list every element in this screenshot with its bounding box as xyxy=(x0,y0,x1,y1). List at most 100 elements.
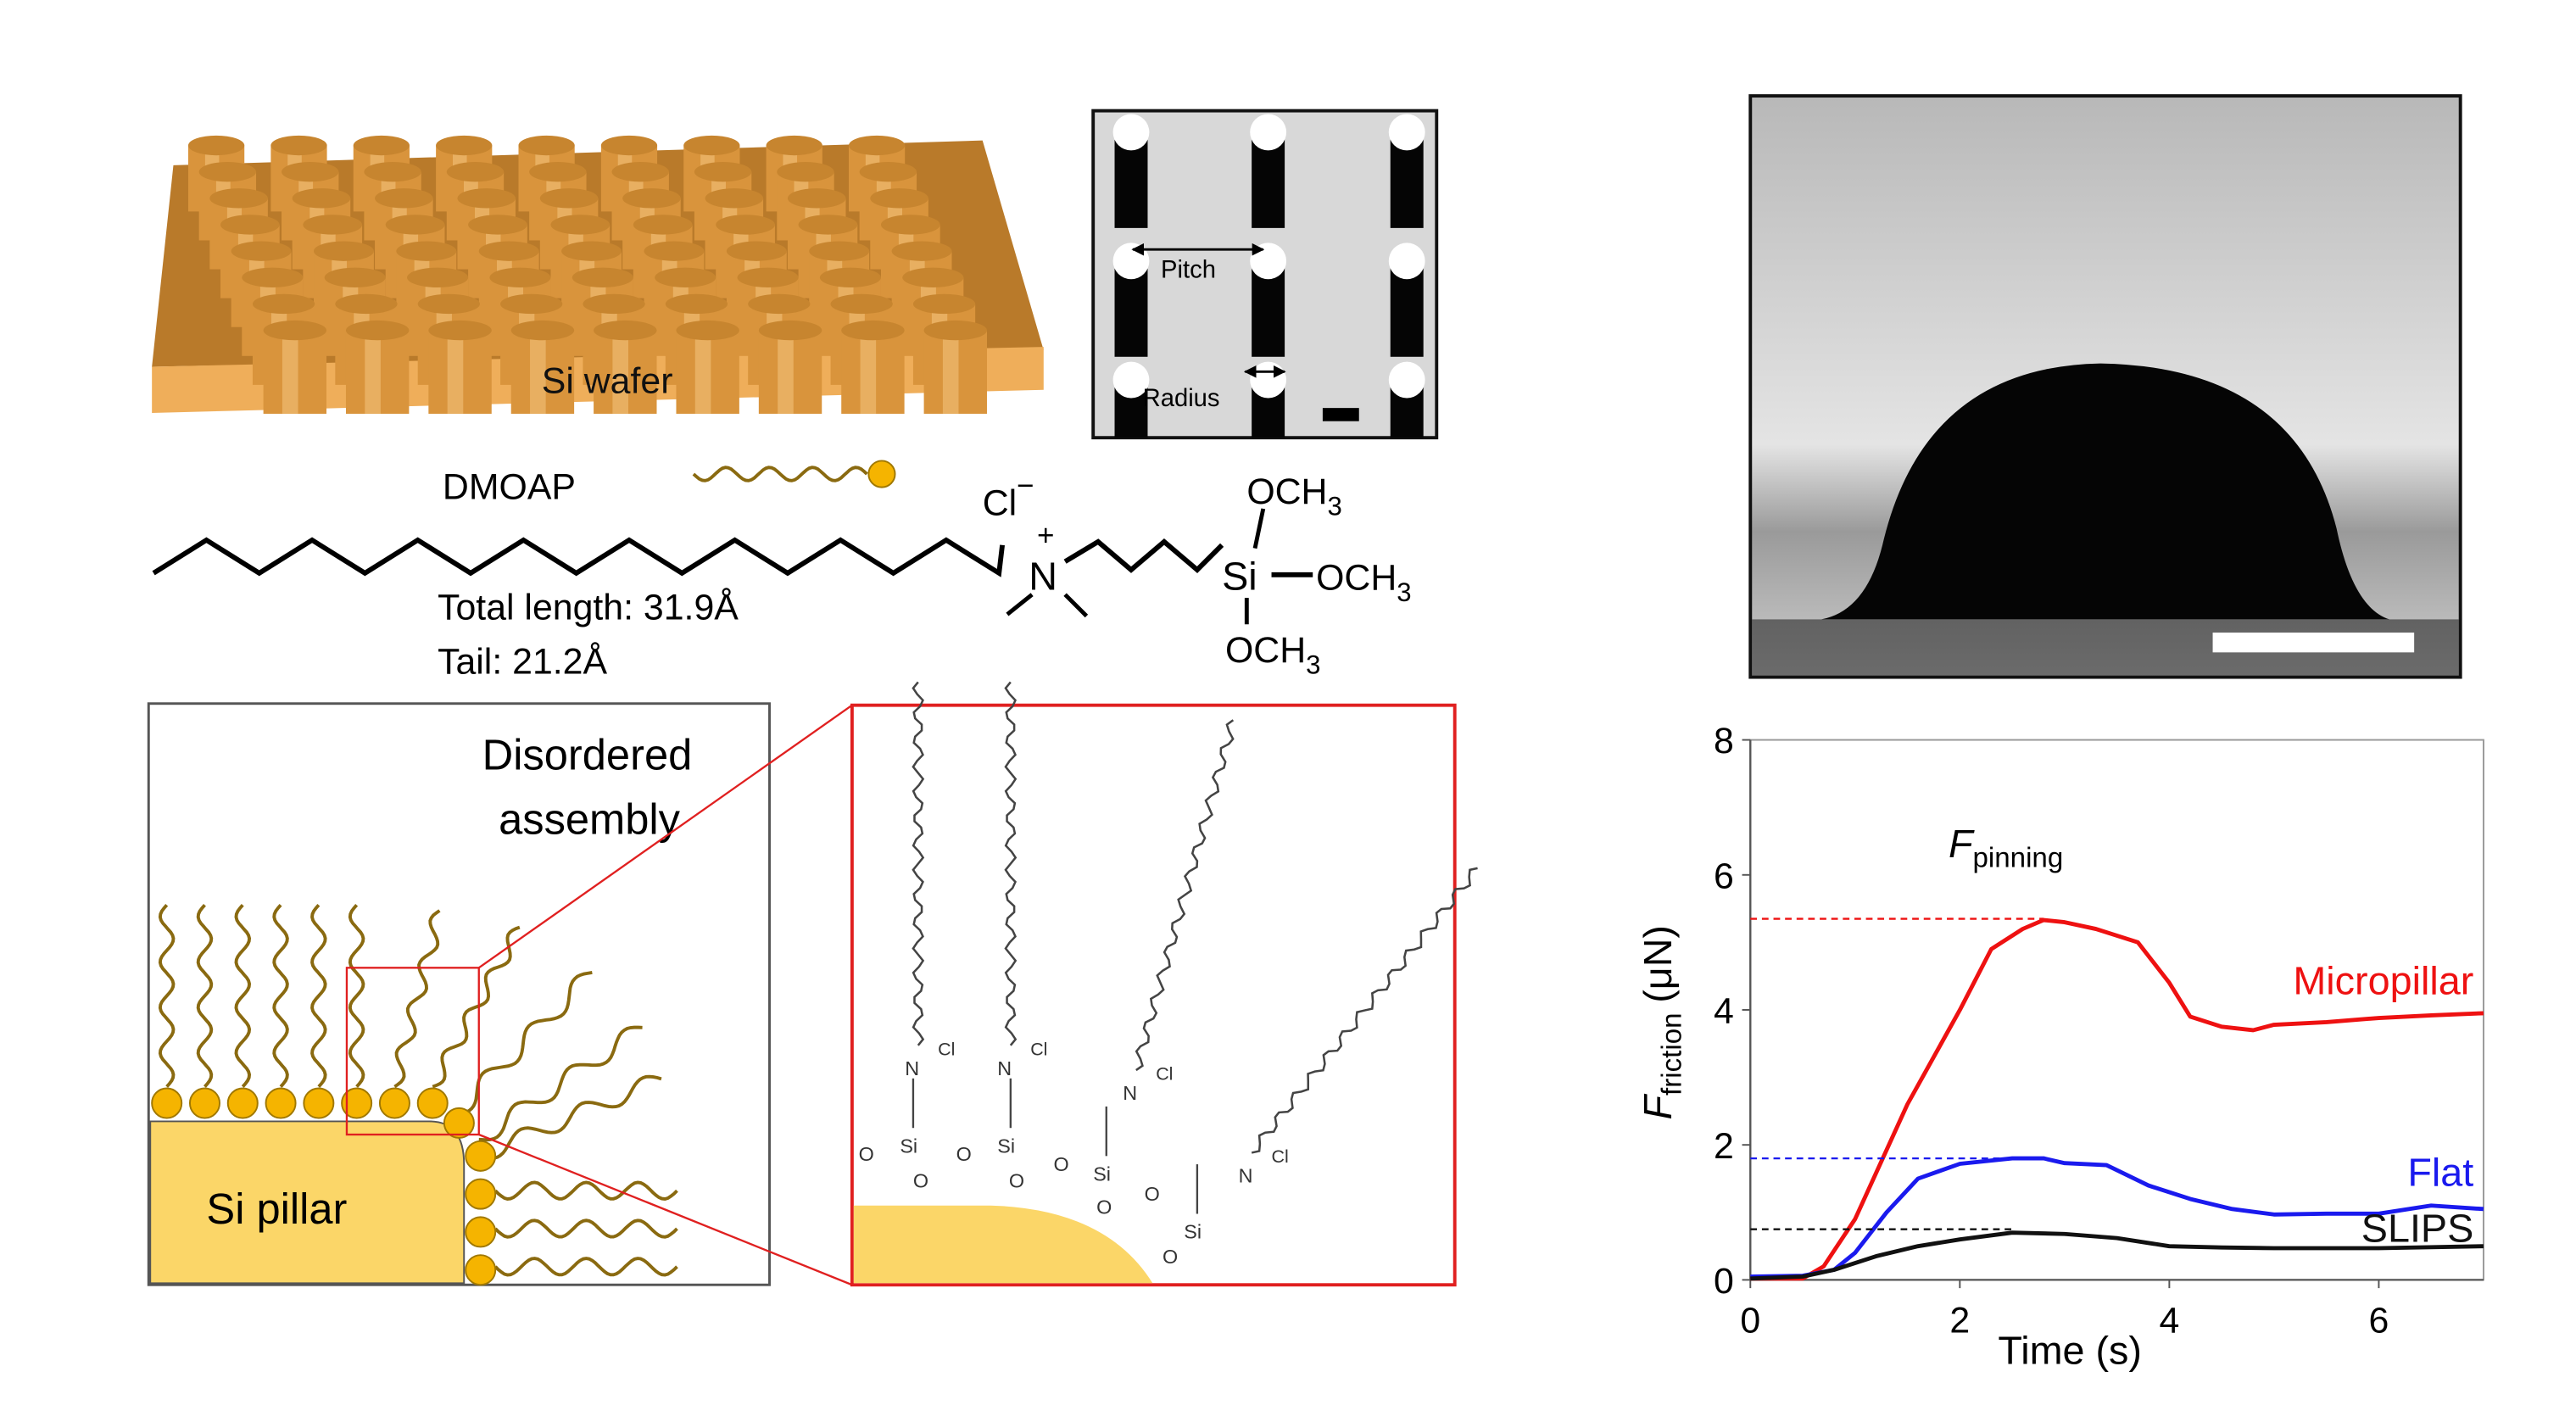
zoom-connector-bottom xyxy=(478,1133,853,1286)
pillar-top xyxy=(314,241,374,261)
oxygen-label: O xyxy=(956,1143,972,1165)
pillar-top xyxy=(676,320,739,341)
assembly-title-line1: Disordered xyxy=(482,731,693,779)
pillar-top xyxy=(364,161,421,182)
pillar-top xyxy=(539,188,599,209)
tail-length-label: Tail: 21.2Å xyxy=(438,642,607,683)
pillar-top xyxy=(407,267,469,287)
pillar-top xyxy=(303,215,363,235)
sem-pillar-top xyxy=(1112,361,1150,399)
chain xyxy=(454,971,593,1117)
droplet-image xyxy=(1748,94,2462,679)
pillar-top xyxy=(583,293,645,315)
head-group xyxy=(443,1107,475,1139)
bead xyxy=(867,460,896,488)
pillar-top xyxy=(220,215,280,235)
pillar-top xyxy=(252,293,315,315)
ammonium-label: N xyxy=(1123,1082,1137,1104)
oxygen-label: O xyxy=(859,1143,874,1165)
pillar-top xyxy=(902,267,964,287)
pillar-top xyxy=(335,293,398,315)
pillar-top xyxy=(655,267,716,287)
head-group xyxy=(465,1178,497,1210)
pillar-top xyxy=(396,241,457,261)
pillar-top xyxy=(324,267,386,287)
alkyl-chain xyxy=(1004,681,1018,1046)
si-pillar-label: Si pillar xyxy=(206,1185,347,1233)
pillar-top xyxy=(841,320,905,341)
pillar-top xyxy=(726,241,787,261)
pillar-top xyxy=(594,320,657,341)
pillar-top xyxy=(748,293,811,315)
pillar-top xyxy=(446,161,505,182)
pillar-top xyxy=(518,135,575,156)
chloride-label: Cl xyxy=(1156,1064,1173,1085)
oxygen-label: O xyxy=(1053,1153,1068,1175)
chain xyxy=(348,904,365,1088)
chain xyxy=(234,904,252,1088)
y-tick-label: 8 xyxy=(1714,721,1734,761)
pillar-top xyxy=(758,320,822,341)
sem-scale-bar xyxy=(1322,408,1359,421)
methoxy-top: OCH3 xyxy=(1246,471,1342,521)
sem-pillar-top xyxy=(1388,243,1425,280)
pillar-top xyxy=(457,188,516,209)
siloxane-si: Si xyxy=(1184,1221,1202,1243)
alkyl-chain xyxy=(1251,867,1478,1154)
y-tick-label: 4 xyxy=(1714,991,1734,1032)
pillar-top xyxy=(798,215,858,235)
head-group xyxy=(416,1087,449,1119)
chloride-label: Cl− xyxy=(983,469,1034,523)
x-tick-label: 2 xyxy=(1949,1301,1970,1341)
chain xyxy=(158,904,176,1088)
pillar-top xyxy=(870,188,928,209)
pillar-top xyxy=(353,135,410,156)
pillar-top xyxy=(209,188,268,209)
sem-pillar-top xyxy=(1250,114,1287,151)
chain xyxy=(272,904,289,1088)
pillar-top xyxy=(572,267,633,287)
pillar-top xyxy=(737,267,799,287)
series-line-flat xyxy=(1750,1156,2484,1279)
series-line-slips xyxy=(1750,1230,2484,1281)
pillar-top xyxy=(489,267,551,287)
oxygen-label: O xyxy=(1096,1196,1112,1218)
n-methyl-bonds xyxy=(1006,593,1034,616)
pillar-top xyxy=(375,188,433,209)
pillar-top xyxy=(683,135,740,156)
molecule-name: DMOAP xyxy=(443,466,576,507)
sem-image xyxy=(1091,109,1439,440)
chain xyxy=(196,904,214,1088)
sem-pillar-top xyxy=(1112,114,1150,151)
chain xyxy=(432,925,521,1089)
nitrogen-label: N xyxy=(1029,554,1057,598)
pillar-top xyxy=(292,188,351,209)
pillar-top xyxy=(819,267,881,287)
dmoap-molecules xyxy=(151,904,678,1286)
pillar-top xyxy=(611,161,669,182)
head-group xyxy=(465,1254,497,1286)
pillar-top xyxy=(787,188,846,209)
head-group xyxy=(341,1087,373,1119)
x-tick-label: 0 xyxy=(1740,1301,1760,1341)
x-tick-label: 4 xyxy=(2159,1301,2179,1341)
pillar-top xyxy=(529,161,587,182)
pillar-top xyxy=(912,293,976,315)
pillar-top xyxy=(848,135,906,156)
pillar-top xyxy=(830,293,893,315)
chloride-label: Cl xyxy=(1272,1146,1289,1167)
pillar-top xyxy=(665,293,728,315)
pillar-top xyxy=(622,188,681,209)
pillar-top xyxy=(923,320,987,341)
pillar-top xyxy=(188,135,245,156)
pillar-top xyxy=(263,320,327,341)
pillar-top xyxy=(561,241,622,261)
pillar-top xyxy=(716,215,775,235)
zoom-region-box xyxy=(345,967,480,1136)
sem-pillar-top xyxy=(1388,361,1425,399)
pillar-top xyxy=(468,215,527,235)
chloride-label: Cl xyxy=(938,1040,955,1060)
ammonium-label: N xyxy=(997,1057,1012,1079)
y-axis-title: Ffriction(μN) xyxy=(1636,925,1688,1119)
